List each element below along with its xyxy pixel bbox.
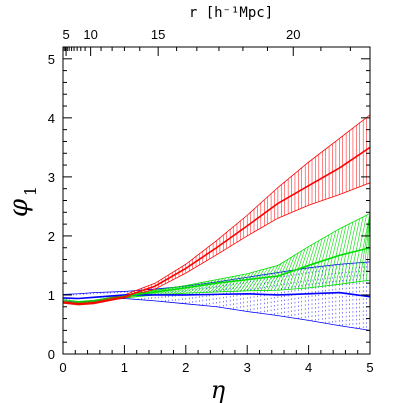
y-tick-label: 1 xyxy=(48,288,55,303)
svg-text:φ: φ xyxy=(4,198,34,217)
bands-layer xyxy=(63,114,370,331)
series-line-0 xyxy=(63,291,370,300)
plot-frame xyxy=(62,46,371,355)
band-hatch-line xyxy=(352,215,367,283)
band-hatch-line xyxy=(199,280,214,293)
x-tick-label: 4 xyxy=(305,360,312,375)
band-hatch-line xyxy=(178,283,193,294)
band-hatch-line xyxy=(175,284,190,295)
series-upper-bound xyxy=(63,261,370,295)
band-hatch-line xyxy=(257,267,272,291)
band-hatch-line xyxy=(246,269,261,291)
band-hatch-line xyxy=(236,272,251,292)
y-tick-label: 5 xyxy=(48,52,55,67)
band-hatch-line xyxy=(359,213,370,282)
series-lower-bound xyxy=(63,182,370,306)
top-tick-label: 20 xyxy=(286,27,300,42)
band-hatch-line xyxy=(171,285,186,295)
band-hatch-line xyxy=(219,276,234,293)
band-hatch-line xyxy=(260,266,275,291)
series-band-2 xyxy=(63,114,370,306)
series-line-2 xyxy=(63,146,370,305)
band-hatch-line xyxy=(168,285,183,295)
band-hatch-line xyxy=(356,213,370,283)
band-hatch-line xyxy=(223,275,238,292)
x-tick-label: 3 xyxy=(244,360,251,375)
band-hatch-line xyxy=(253,268,268,291)
band-hatch-line xyxy=(233,273,248,292)
band-hatch-line xyxy=(192,281,207,294)
band-hatch-line xyxy=(263,265,279,291)
y-axis-title: φ 1 xyxy=(4,186,40,217)
series-upper-bound xyxy=(63,114,370,304)
x-tick-label: 1 xyxy=(121,360,128,375)
band-hatch-line xyxy=(185,282,200,294)
top-tick-label: 10 xyxy=(83,27,97,42)
x-axis-title: η xyxy=(211,376,226,403)
top-axis-title: r [h⁻¹Mpc] xyxy=(189,5,273,21)
y-tick-label: 2 xyxy=(48,229,55,244)
band-hatch-line xyxy=(349,216,364,284)
band-hatch-line xyxy=(226,274,241,292)
series-upper-bound xyxy=(63,213,370,302)
y-tick-label: 3 xyxy=(48,170,55,185)
y-tick-label: 0 xyxy=(48,347,55,362)
band-hatch-line xyxy=(216,276,231,293)
band-hatch-line xyxy=(202,279,217,293)
series-lines-layer xyxy=(63,146,370,305)
band-hatch-line xyxy=(195,280,210,294)
y-tick-label: 4 xyxy=(48,111,55,126)
x-tick-label: 5 xyxy=(366,360,373,375)
band-hatch-line xyxy=(366,213,370,281)
top-tick-label: 5 xyxy=(62,27,69,42)
x-tick-label: 0 xyxy=(59,360,66,375)
top-tick-label: 15 xyxy=(151,27,165,42)
band-hatch-line xyxy=(229,274,244,292)
band-hatch-line xyxy=(243,270,258,292)
band-hatch-line xyxy=(250,268,265,291)
band-hatch-line xyxy=(212,277,227,293)
band-hatch-line xyxy=(240,271,255,292)
band-hatch-line xyxy=(189,282,203,294)
band-hatch-line xyxy=(206,278,220,293)
x-tick-label: 2 xyxy=(182,360,189,375)
band-hatch-line xyxy=(345,218,360,284)
svg-text:1: 1 xyxy=(21,186,40,196)
band-hatch-line xyxy=(182,283,197,294)
band-hatch-line xyxy=(209,278,224,293)
